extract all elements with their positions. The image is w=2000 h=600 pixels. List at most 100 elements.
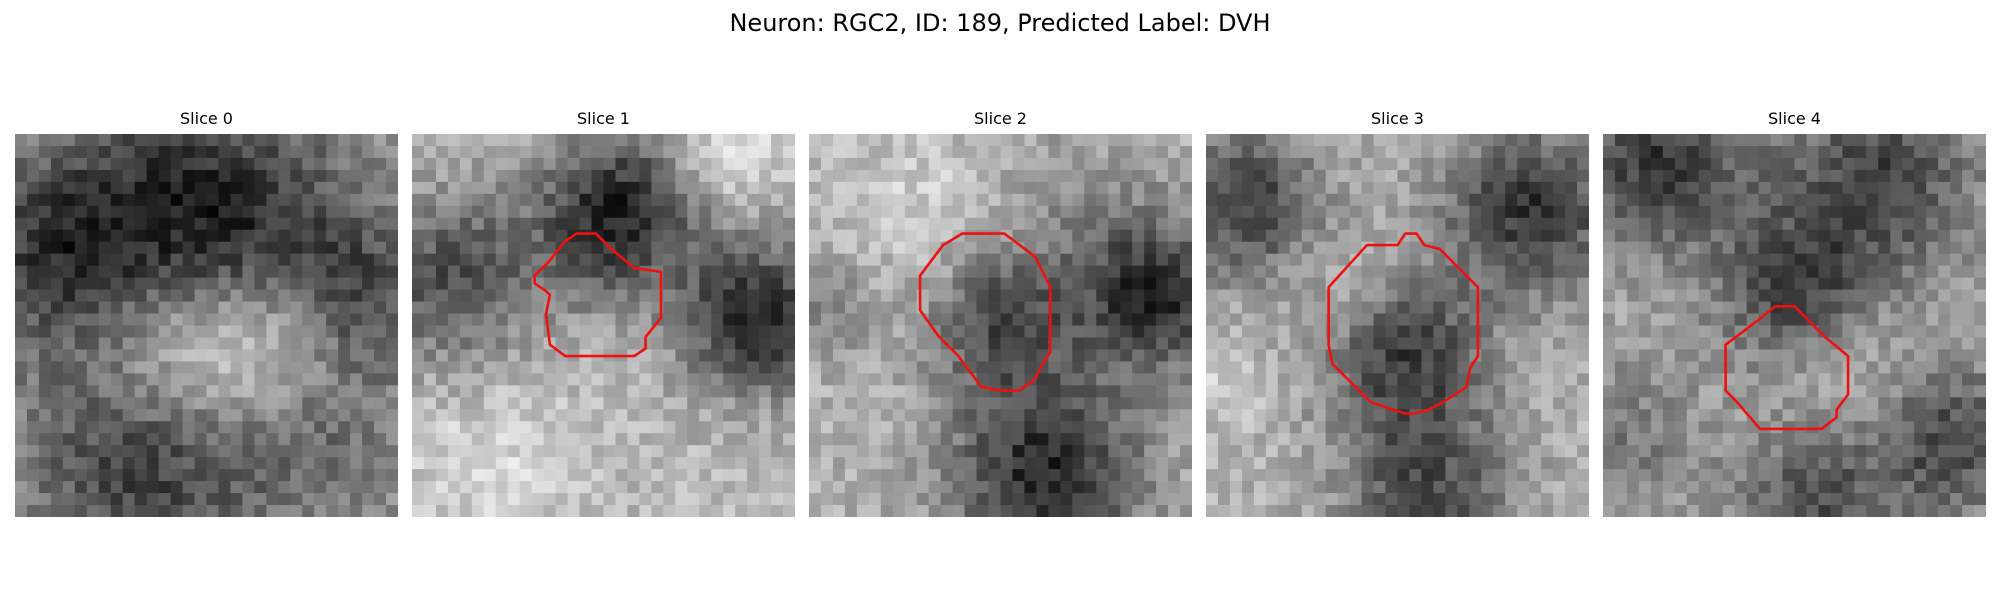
slice-image (1603, 134, 1986, 517)
pixel (110, 493, 124, 506)
pixel (1000, 421, 1014, 434)
pixel (278, 337, 291, 351)
pixel (134, 145, 148, 159)
pixel (1421, 433, 1435, 446)
pixel (1206, 253, 1219, 267)
pixel (856, 397, 870, 410)
pixel (1541, 169, 1554, 183)
pixel (122, 385, 136, 398)
pixel (1180, 265, 1192, 279)
pixel (1277, 157, 1291, 171)
pixel (952, 337, 966, 351)
pixel (1794, 385, 1808, 398)
pixel (916, 493, 930, 506)
pixel (1337, 277, 1351, 291)
pixel (74, 409, 88, 422)
pixel (62, 217, 76, 231)
pixel (1325, 134, 1339, 147)
pixel (675, 469, 688, 482)
pixel (1553, 421, 1566, 434)
pixel (206, 325, 220, 339)
pixel (1662, 217, 1676, 231)
pixel (1469, 253, 1482, 267)
pixel (1024, 337, 1038, 351)
pixel (483, 433, 497, 446)
pixel (1036, 457, 1049, 470)
pixel (254, 337, 267, 351)
pixel (1806, 181, 1820, 195)
pixel (302, 409, 315, 422)
pixel (1481, 361, 1494, 374)
pixel (338, 193, 351, 207)
pixel (110, 457, 124, 470)
pixel (747, 229, 760, 243)
pixel (783, 205, 795, 219)
pixel (579, 145, 593, 159)
pixel (1409, 265, 1423, 279)
pixel (1614, 169, 1628, 183)
pixel (675, 277, 688, 291)
pixel (1168, 505, 1181, 517)
pixel (1758, 289, 1772, 303)
pixel (1024, 169, 1038, 183)
pixel (1144, 301, 1157, 315)
pixel (38, 493, 52, 506)
pixel (1337, 349, 1351, 363)
pixel (1758, 169, 1772, 183)
pixel (1662, 313, 1676, 327)
pixel (1229, 481, 1243, 494)
pixel (832, 289, 846, 303)
pixel (1433, 337, 1446, 351)
pixel (904, 181, 918, 195)
pixel (1505, 325, 1518, 339)
pixel (868, 205, 882, 219)
pixel (579, 134, 593, 147)
pixel (1529, 253, 1542, 267)
pixel (1902, 253, 1915, 267)
pixel (1469, 145, 1482, 159)
pixel (206, 253, 220, 267)
pixel (459, 253, 473, 267)
pixel (1337, 445, 1351, 458)
pixel (1698, 301, 1712, 315)
pixel (1603, 349, 1616, 363)
pixel (302, 241, 315, 255)
pixel (1373, 469, 1387, 482)
pixel (579, 457, 593, 470)
pixel (1626, 289, 1640, 303)
pixel (1072, 313, 1085, 327)
pixel (302, 289, 315, 303)
pixel (1603, 457, 1616, 470)
pixel (1541, 193, 1554, 207)
pixel (1962, 145, 1975, 159)
pixel (1409, 277, 1423, 291)
pixel (699, 301, 712, 315)
pixel (1229, 409, 1243, 422)
pixel (519, 157, 533, 171)
pixel (591, 134, 605, 147)
pixel (278, 289, 291, 303)
pixel (495, 397, 509, 410)
pixel (1722, 217, 1736, 231)
pixel (1565, 181, 1578, 195)
pixel (1277, 289, 1291, 303)
pixel (1457, 433, 1470, 446)
pixel (1168, 157, 1181, 171)
pixel (495, 241, 509, 255)
pixel (1890, 229, 1903, 243)
pixel (1626, 157, 1640, 171)
pixel (1120, 409, 1133, 422)
pixel (651, 241, 664, 255)
pixel (868, 433, 882, 446)
pixel (543, 134, 557, 147)
pixel (326, 325, 339, 339)
pixel (928, 265, 942, 279)
pixel (615, 505, 629, 517)
pixel (663, 301, 676, 315)
pixel (1577, 241, 1589, 255)
pixel (591, 361, 605, 374)
pixel (314, 313, 327, 327)
pixel (1120, 373, 1133, 386)
pixel (412, 349, 425, 363)
pixel (1277, 241, 1291, 255)
